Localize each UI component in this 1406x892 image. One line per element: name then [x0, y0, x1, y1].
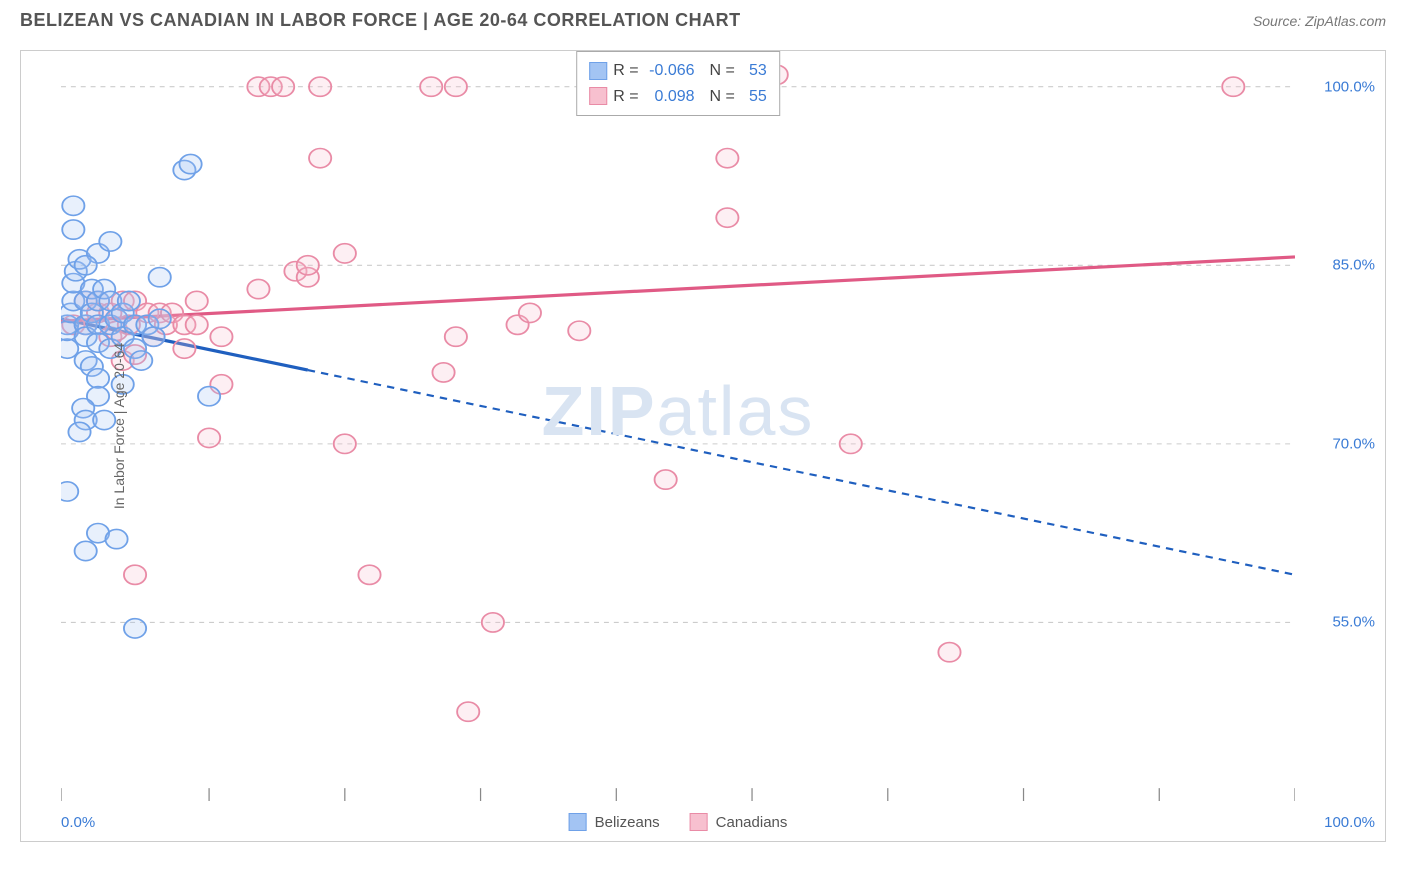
- legend-item-canadians: Canadians: [690, 813, 788, 831]
- chart-title: BELIZEAN VS CANADIAN IN LABOR FORCE | AG…: [20, 10, 741, 31]
- legend-label: Canadians: [716, 814, 788, 831]
- source-attribution: Source: ZipAtlas.com: [1253, 13, 1386, 29]
- legend-swatch-pink: [690, 813, 708, 831]
- legend-item-belizeans: Belizeans: [569, 813, 660, 831]
- stats-n-value: 53: [741, 58, 767, 84]
- stats-r-label: R =: [613, 84, 638, 110]
- legend: Belizeans Canadians: [569, 813, 788, 831]
- scatter-svg: [61, 51, 1295, 801]
- y-axis-title: In Labor Force | Age 20-64: [111, 343, 127, 509]
- x-tick-label-min: 0.0%: [61, 814, 95, 831]
- x-tick-label-max: 100.0%: [1324, 814, 1375, 831]
- stats-row-pink: R = 0.098 N = 55: [589, 84, 767, 110]
- y-tick-label: 70.0%: [1332, 435, 1375, 452]
- stats-swatch-blue: [589, 62, 607, 80]
- y-tick-label: 55.0%: [1332, 614, 1375, 631]
- y-tick-label: 100.0%: [1324, 78, 1375, 95]
- plot-area: In Labor Force | Age 20-64 ZIPatlas 100.…: [61, 51, 1295, 801]
- stats-n-value: 55: [741, 84, 767, 110]
- stats-r-value: 0.098: [645, 84, 695, 110]
- legend-label: Belizeans: [595, 814, 660, 831]
- stats-row-blue: R = -0.066 N = 53: [589, 58, 767, 84]
- chart-container: In Labor Force | Age 20-64 ZIPatlas 100.…: [20, 50, 1386, 842]
- stats-swatch-pink: [589, 87, 607, 105]
- correlation-stats-box: R = -0.066 N = 53 R = 0.098 N = 55: [576, 51, 780, 116]
- legend-swatch-blue: [569, 813, 587, 831]
- stats-r-value: -0.066: [645, 58, 695, 84]
- y-tick-label: 85.0%: [1332, 257, 1375, 274]
- stats-r-label: R =: [613, 58, 638, 84]
